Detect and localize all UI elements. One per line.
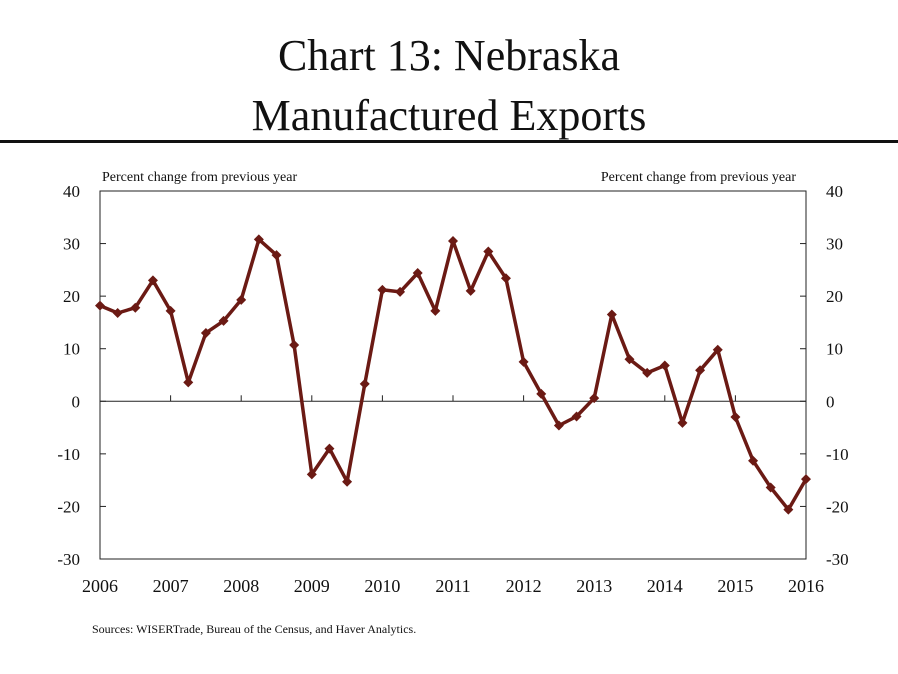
data-point bbox=[430, 305, 441, 316]
data-point bbox=[165, 305, 176, 316]
x-tick-label: 2009 bbox=[294, 576, 330, 596]
data-point bbox=[553, 420, 564, 431]
data-point bbox=[765, 482, 776, 493]
x-tick-label: 2006 bbox=[82, 576, 118, 596]
data-point bbox=[677, 417, 688, 428]
data-point bbox=[147, 275, 158, 286]
data-point bbox=[112, 307, 123, 318]
plot-border bbox=[99, 190, 807, 560]
y-tick-label-left: 40 bbox=[63, 182, 80, 201]
title-divider bbox=[0, 140, 898, 143]
data-point bbox=[289, 340, 300, 351]
y-tick-label-right: 0 bbox=[826, 392, 835, 411]
data-point bbox=[483, 246, 494, 257]
data-point bbox=[748, 455, 759, 466]
y-tick-label-right: 30 bbox=[826, 235, 843, 254]
y-tick-label-left: 20 bbox=[63, 287, 80, 306]
y-axis-label-left: Percent change from previous year bbox=[102, 170, 297, 185]
data-point bbox=[183, 377, 194, 388]
y-tick-label-left: -30 bbox=[57, 550, 80, 569]
x-tick-label: 2011 bbox=[435, 576, 470, 596]
data-point bbox=[306, 469, 317, 480]
x-tick-label: 2008 bbox=[223, 576, 259, 596]
data-point bbox=[500, 273, 511, 284]
data-point bbox=[218, 315, 229, 326]
y-axis-label-right: Percent change from previous year bbox=[601, 170, 796, 185]
data-point bbox=[200, 327, 211, 338]
y-tick-label-right: 20 bbox=[826, 287, 843, 306]
data-point bbox=[606, 309, 617, 320]
y-tick-label-right: 40 bbox=[826, 182, 843, 201]
x-tick-label: 2012 bbox=[506, 576, 542, 596]
data-point bbox=[236, 294, 247, 305]
data-point bbox=[624, 354, 635, 365]
data-point bbox=[783, 504, 794, 515]
data-point bbox=[271, 250, 282, 261]
y-tick-label-right: -30 bbox=[826, 550, 849, 569]
x-tick-label: 2013 bbox=[576, 576, 612, 596]
x-tick-label: 2007 bbox=[153, 576, 189, 596]
data-point bbox=[659, 360, 670, 371]
y-tick-label-left: -10 bbox=[57, 445, 80, 464]
data-point bbox=[465, 285, 476, 296]
data-point bbox=[324, 443, 335, 454]
data-point bbox=[253, 234, 264, 245]
chart-title-line-1: Chart 13: Nebraska bbox=[277, 31, 621, 80]
y-tick-label-right: -20 bbox=[826, 497, 849, 516]
x-tick-label: 2016 bbox=[788, 576, 824, 596]
data-point bbox=[642, 367, 653, 378]
data-point bbox=[730, 412, 741, 423]
data-point bbox=[801, 474, 811, 485]
y-tick-label-right: 10 bbox=[826, 340, 843, 359]
chart-title-line-2: Manufactured Exports bbox=[251, 91, 647, 140]
data-point bbox=[377, 284, 388, 295]
data-point bbox=[95, 300, 105, 311]
data-point bbox=[571, 411, 582, 422]
data-point bbox=[589, 393, 600, 404]
data-point bbox=[448, 235, 458, 246]
data-point bbox=[342, 476, 353, 487]
data-point bbox=[518, 356, 529, 367]
x-tick-label: 2015 bbox=[717, 576, 753, 596]
source-note: Sources: WISERTrade, Bureau of the Censu… bbox=[92, 622, 417, 636]
y-tick-label-left: 0 bbox=[72, 392, 81, 411]
x-tick-label: 2010 bbox=[364, 576, 400, 596]
y-tick-label-left: 30 bbox=[63, 235, 80, 254]
y-tick-label-left: -20 bbox=[57, 497, 80, 516]
data-point bbox=[712, 344, 723, 355]
y-tick-label-right: -10 bbox=[826, 445, 849, 464]
data-point bbox=[359, 378, 370, 389]
data-point bbox=[130, 302, 141, 313]
data-point bbox=[536, 388, 547, 399]
x-tick-label: 2014 bbox=[647, 576, 683, 596]
data-point bbox=[695, 365, 706, 376]
y-tick-label-left: 10 bbox=[63, 340, 80, 359]
data-point bbox=[395, 286, 406, 297]
data-point bbox=[412, 268, 423, 279]
